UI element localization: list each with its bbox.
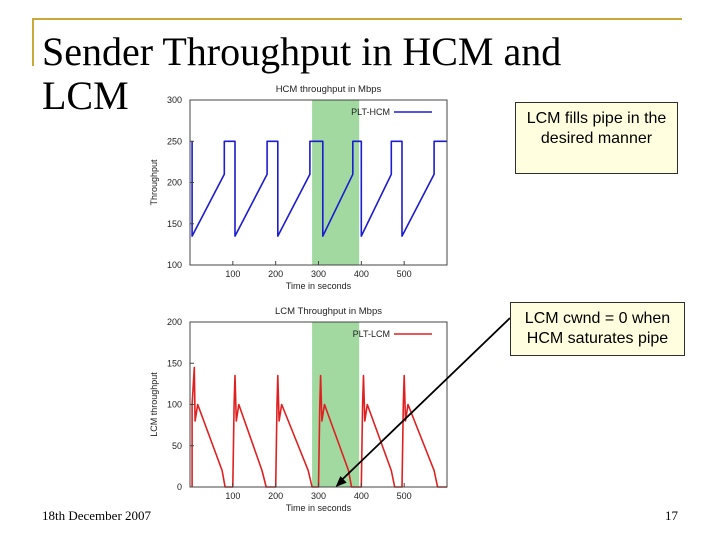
- hcm-y-tick-label: 250: [167, 136, 182, 146]
- lcm-chart-title: LCM Throughput in Mbps: [275, 306, 382, 317]
- hcm-y-axis-label: Throughput: [149, 159, 159, 206]
- lcm-x-tick-label: 200: [268, 491, 283, 501]
- hcm-chart-title: HCM throughput in Mbps: [276, 84, 382, 95]
- hcm-x-axis-label: Time in seconds: [286, 281, 352, 291]
- frame-top-line: [32, 18, 682, 20]
- hcm-y-tick-label: 100: [167, 260, 182, 270]
- hcm-y-tick-label: 300: [167, 95, 182, 105]
- lcm-y-tick-label: 50: [172, 441, 182, 451]
- callout-lcm-fills-pipe: LCM fills pipe in the desired manner: [515, 102, 678, 174]
- annotation-arrow-head: [335, 476, 347, 487]
- lcm-y-axis-label: LCM throughput: [149, 372, 159, 437]
- lcm-x-tick-label: 500: [397, 491, 412, 501]
- callout-lcm-cwnd-zero: LCM cwnd = 0 when HCM saturates pipe: [510, 302, 685, 356]
- lcm-x-tick-label: 300: [311, 491, 326, 501]
- lcm-x-tick-label: 100: [225, 491, 240, 501]
- hcm-x-tick-label: 500: [397, 269, 412, 279]
- slide-title: Sender Throughput in HCM and LCM: [42, 29, 562, 118]
- page-number: 17: [665, 508, 678, 523]
- lcm-x-axis-label: Time in seconds: [286, 503, 352, 513]
- hcm-x-tick-label: 100: [225, 269, 240, 279]
- lcm-y-tick-label: 150: [167, 358, 182, 368]
- hcm-highlight-band: [312, 100, 360, 265]
- hcm-x-tick-label: 400: [354, 269, 369, 279]
- lcm-y-tick-label: 100: [167, 400, 182, 410]
- hcm-series-line: [191, 140, 447, 237]
- hcm-x-tick-label: 200: [268, 269, 283, 279]
- lcm-y-tick-label: 0: [177, 482, 182, 492]
- footer-date: 18th December 2007: [42, 508, 152, 523]
- hcm-y-tick-label: 150: [167, 219, 182, 229]
- lcm-y-tick-label: 200: [167, 317, 182, 327]
- frame-left-line: [32, 18, 34, 66]
- annotation-arrow-line: [340, 317, 511, 482]
- lcm-x-tick-label: 400: [354, 491, 369, 501]
- hcm-y-tick-label: 200: [167, 178, 182, 188]
- lcm-legend-label: PLT-LCM: [353, 329, 390, 339]
- hcm-x-tick-label: 300: [311, 269, 326, 279]
- hcm-legend-label: PLT-HCM: [351, 107, 390, 117]
